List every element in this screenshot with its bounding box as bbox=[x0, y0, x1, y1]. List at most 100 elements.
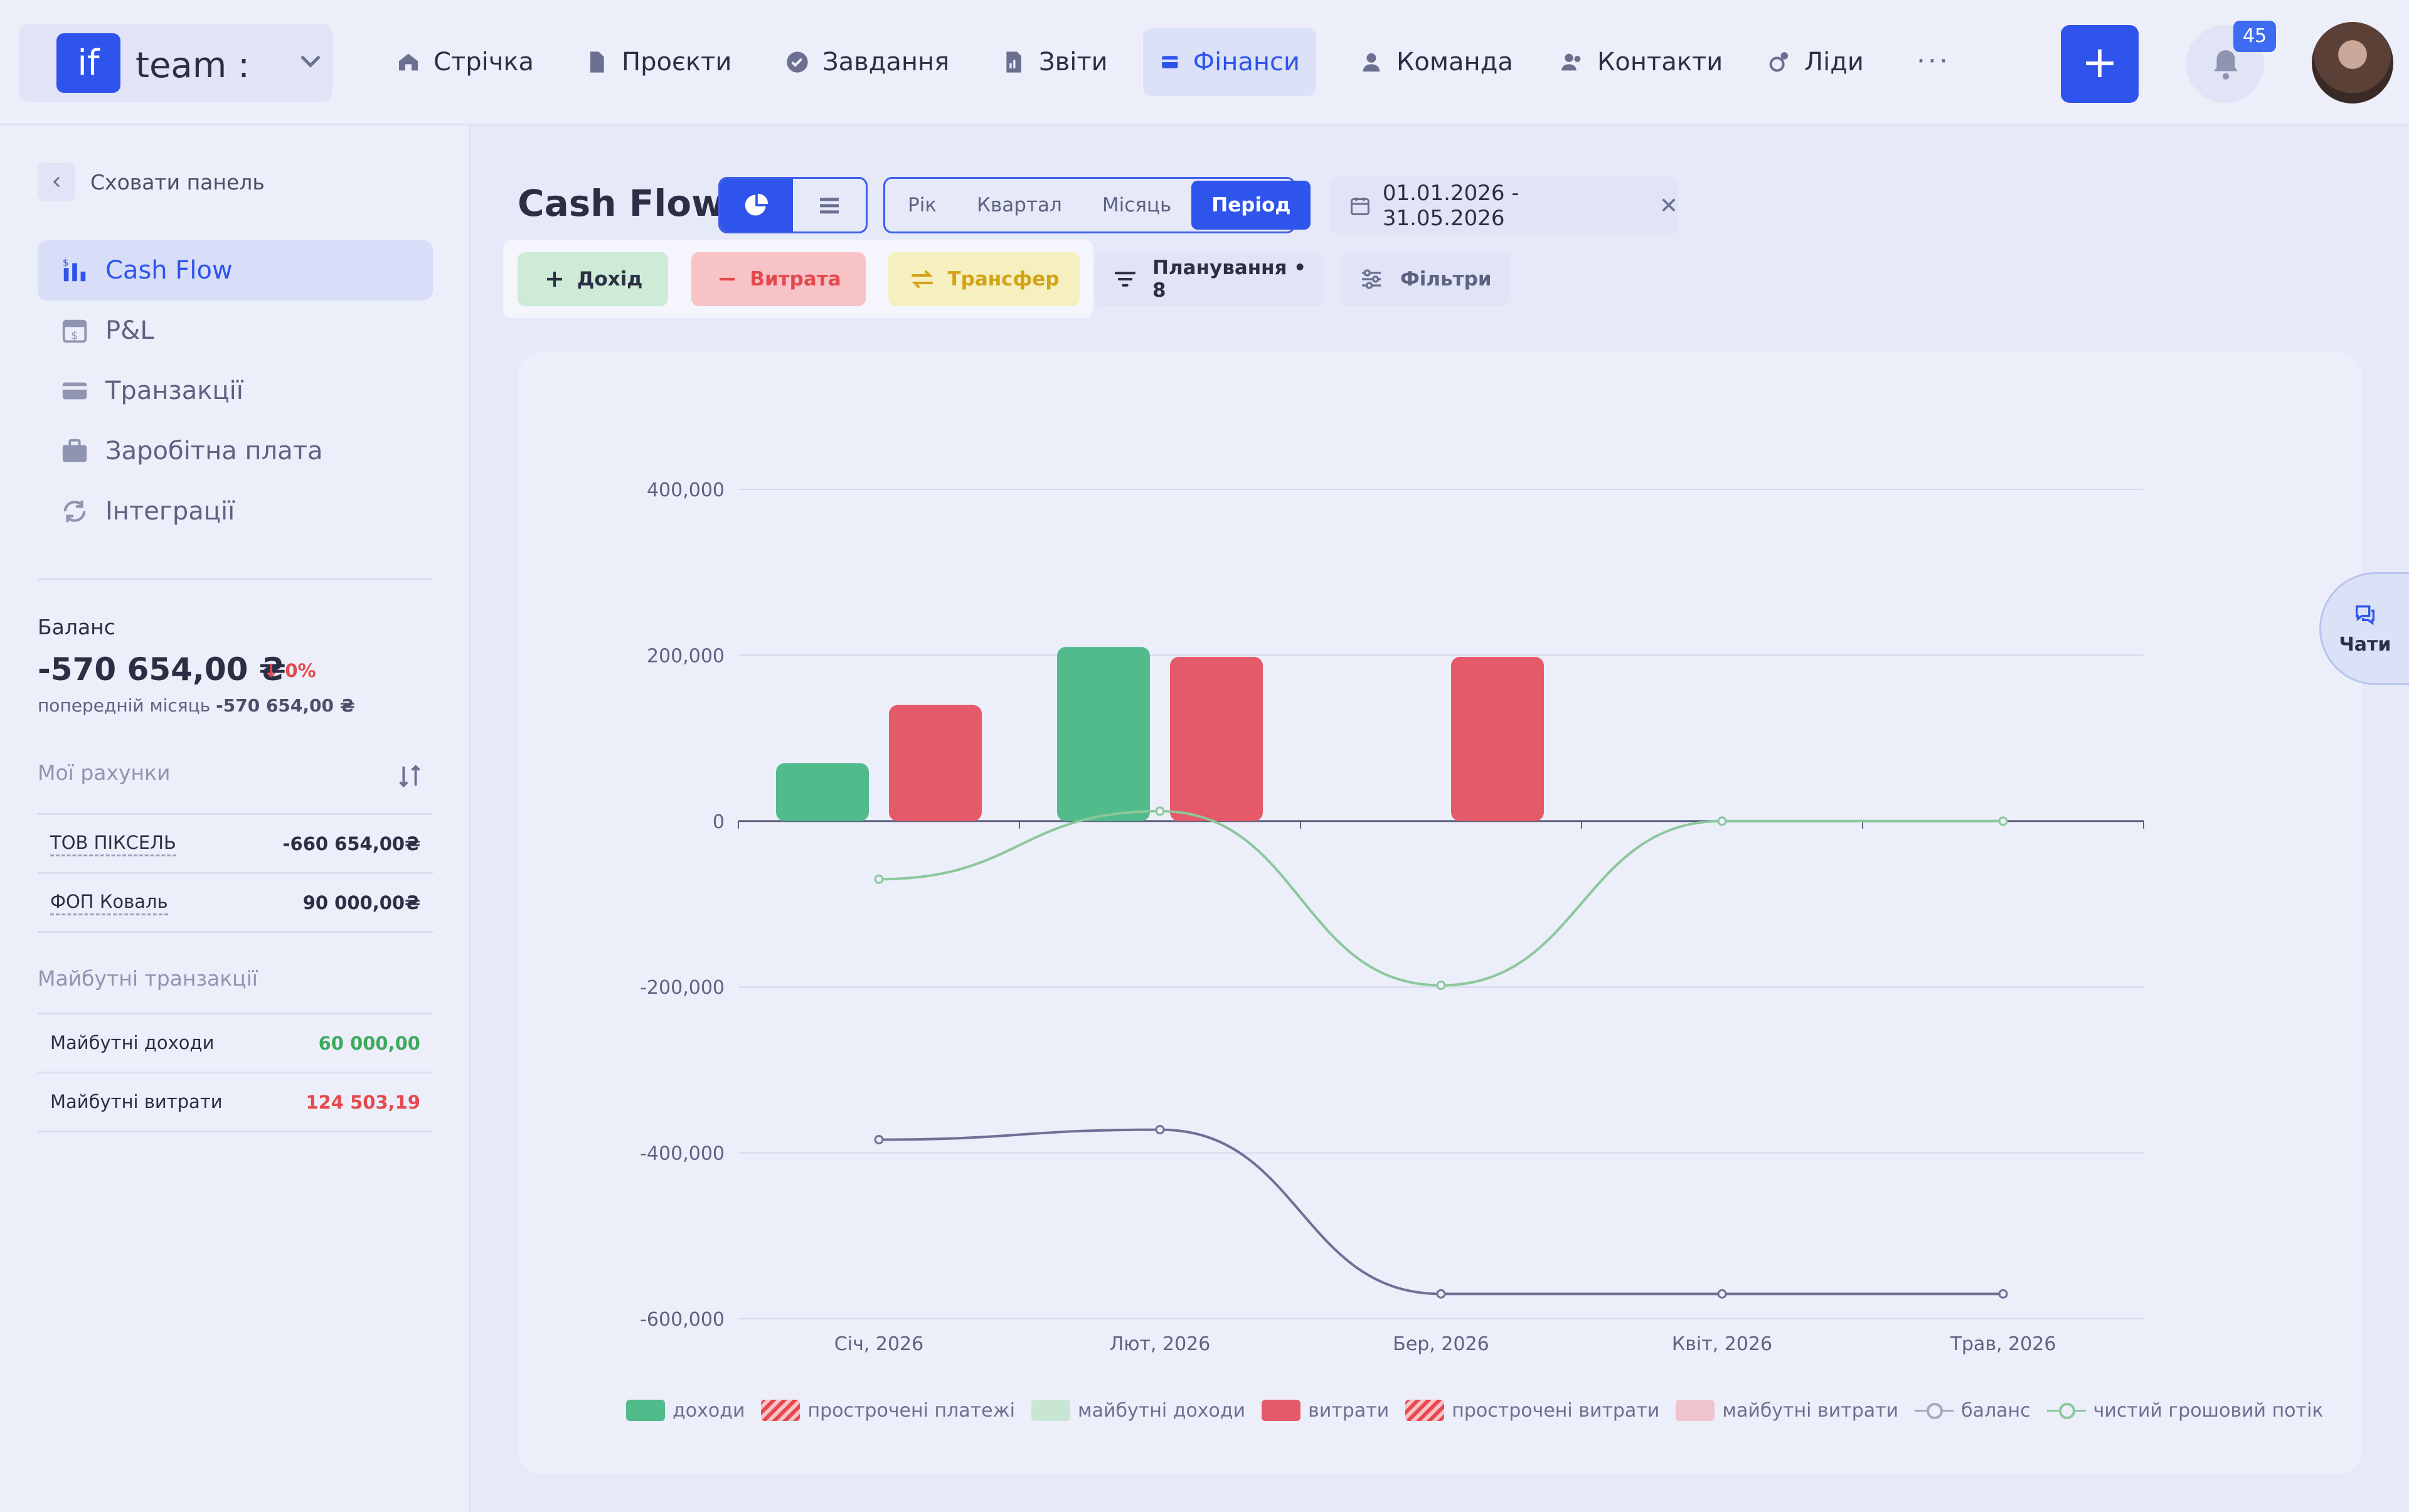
chart-view-button[interactable] bbox=[720, 179, 793, 232]
x-tick-label: Квіт, 2026 bbox=[1672, 1333, 1772, 1355]
legend-line bbox=[2046, 1400, 2086, 1421]
check-circle-icon bbox=[787, 51, 808, 73]
calendar-dollar-icon: $ bbox=[62, 319, 87, 343]
net-cash-flow-line bbox=[878, 809, 2003, 987]
users-icon bbox=[1561, 53, 1581, 71]
sidebar-item-integrations[interactable]: Інтеграції bbox=[38, 481, 433, 541]
y-tick-label: -600,000 bbox=[640, 1309, 725, 1331]
legend-item-overdue-payments[interactable]: прострочені платежі bbox=[761, 1400, 1015, 1422]
nav-item-tasks[interactable]: Завдання bbox=[768, 28, 965, 96]
user-avatar[interactable] bbox=[2312, 22, 2393, 104]
balance-value: -570 654,00 ₴ bbox=[38, 651, 286, 688]
legend-swatch bbox=[761, 1400, 800, 1421]
legend-swatch bbox=[1262, 1400, 1301, 1421]
nav-item-finance[interactable]: Фінанси bbox=[1143, 28, 1316, 96]
add-transfer-button[interactable]: Трансфер bbox=[888, 252, 1080, 306]
account-row[interactable]: ТОВ ПІКСЕЛЬ -660 654,00₴ bbox=[50, 816, 420, 872]
legend-item-future-income[interactable]: майбутні доходи bbox=[1031, 1400, 1245, 1422]
add-income-button[interactable]: Дохід bbox=[518, 252, 668, 306]
expense-bar bbox=[1170, 657, 1263, 821]
x-tick-label: Лют, 2026 bbox=[1110, 1333, 1211, 1355]
account-name: ФОП Коваль bbox=[50, 891, 168, 915]
x-tick-label: Січ, 2026 bbox=[834, 1333, 923, 1355]
list-view-button[interactable] bbox=[793, 179, 866, 232]
legend-item-net-cash-flow[interactable]: чистий грошовий потік bbox=[2046, 1400, 2323, 1422]
tab-quarter[interactable]: Квартал bbox=[977, 194, 1062, 216]
y-tick-label: 400,000 bbox=[647, 479, 725, 501]
transfer-icon bbox=[912, 270, 933, 288]
balance-change: ↓ 0% bbox=[263, 660, 316, 681]
planning-filter-button[interactable]: Планування • 8 bbox=[1095, 252, 1324, 306]
legend-item-income[interactable]: доходи bbox=[626, 1400, 745, 1422]
y-tick-label: 200,000 bbox=[647, 645, 725, 667]
finance-sidebar: Сховати панель $ Cash Flow $ P&L Транзак… bbox=[0, 125, 471, 1512]
x-tick-label: Бер, 2026 bbox=[1393, 1333, 1489, 1355]
net-cash-flow-line-point bbox=[1717, 816, 1727, 826]
row-divider bbox=[38, 872, 433, 874]
legend-item-overdue-expenses[interactable]: прострочені витрати bbox=[1405, 1400, 1659, 1422]
expense-bar bbox=[1451, 657, 1544, 821]
create-new-button[interactable]: + bbox=[2061, 25, 2139, 103]
sidebar-item-salary[interactable]: Заробітна плата bbox=[38, 421, 433, 481]
legend-swatch bbox=[1031, 1400, 1070, 1421]
accounts-title: Мої рахунки bbox=[38, 760, 171, 785]
sidebar-item-pnl[interactable]: $ P&L bbox=[38, 301, 433, 361]
balance-line-point bbox=[1436, 1289, 1446, 1299]
filter-lines-icon bbox=[1114, 272, 1136, 287]
sort-icon[interactable] bbox=[395, 762, 424, 791]
row-divider bbox=[38, 931, 433, 933]
future-transactions-title: Майбутні транзакції bbox=[38, 966, 258, 991]
notifications-count-badge: 45 bbox=[2233, 21, 2276, 52]
legend-item-expenses[interactable]: витрати bbox=[1262, 1400, 1389, 1422]
account-balance: 90 000,00₴ bbox=[302, 892, 420, 913]
future-expense-value: 124 503,19 bbox=[306, 1092, 420, 1113]
y-tick-label: 0 bbox=[713, 811, 725, 833]
workspace-switcher[interactable]: if team : bbox=[19, 24, 332, 102]
legend-swatch bbox=[1405, 1400, 1445, 1421]
sidebar-item-cash-flow[interactable]: $ Cash Flow bbox=[38, 240, 433, 301]
legend-swatch bbox=[626, 1400, 665, 1421]
arrow-down-icon: ↓ bbox=[263, 660, 285, 681]
sidebar-divider bbox=[38, 578, 433, 580]
filters-button[interactable]: Фільтри bbox=[1340, 252, 1509, 306]
tab-period[interactable]: Період bbox=[1191, 181, 1311, 230]
cash-flow-chart-card bbox=[518, 351, 2362, 1474]
workspace-logo: if bbox=[56, 33, 120, 93]
sidebar-item-transactions[interactable]: Транзакції bbox=[38, 361, 433, 421]
nav-item-feed[interactable]: Стрічка bbox=[380, 28, 550, 96]
page-title: Cash Flow bbox=[518, 182, 725, 225]
nav-item-team[interactable]: Команда bbox=[1343, 28, 1529, 96]
row-divider bbox=[38, 1072, 433, 1073]
legend-swatch bbox=[1676, 1400, 1715, 1421]
svg-text:$: $ bbox=[71, 329, 78, 342]
legend-item-balance[interactable]: баланс bbox=[1915, 1400, 2031, 1422]
nav-item-leads[interactable]: Ліди bbox=[1750, 28, 1880, 96]
y-tick-label: -200,000 bbox=[640, 977, 725, 999]
account-row[interactable]: ФОП Коваль 90 000,00₴ bbox=[50, 875, 420, 931]
date-range-picker[interactable]: 01.01.2026 - 31.05.2026 ✕ bbox=[1330, 177, 1678, 235]
add-expense-button[interactable]: Витрата bbox=[691, 252, 866, 306]
cash-flow-chart: 400,000 200,000 0 -200,000 -400,000 -600,000 С… bbox=[640, 479, 2144, 1355]
nav-item-projects[interactable]: Проєкти bbox=[568, 28, 748, 96]
tab-year[interactable]: Рік bbox=[908, 194, 937, 216]
lead-icon bbox=[1769, 52, 1789, 72]
tab-month[interactable]: Місяць bbox=[1102, 194, 1172, 216]
chats-button[interactable]: Чати bbox=[2319, 572, 2409, 685]
collapse-panel-button[interactable]: Сховати панель bbox=[38, 163, 265, 201]
nav-more-button[interactable]: ··· bbox=[1917, 45, 1950, 77]
pie-chart-icon bbox=[745, 193, 768, 216]
net-cash-flow-line-point bbox=[1436, 981, 1446, 991]
workspace-name: team : bbox=[136, 45, 250, 86]
cashflow-icon: $ bbox=[63, 257, 86, 282]
chart-legend: доходи прострочені платежі майбутні дохо… bbox=[626, 1396, 2323, 1425]
clear-date-icon[interactable]: ✕ bbox=[1659, 193, 1678, 219]
nav-item-reports[interactable]: Звіти bbox=[985, 28, 1124, 96]
legend-item-future-expenses[interactable]: майбутні витрати bbox=[1676, 1400, 1898, 1422]
sync-icon bbox=[63, 500, 86, 523]
future-income-value: 60 000,00 bbox=[318, 1033, 420, 1054]
previous-month-balance: попередній місяць -570 654,00 ₴ bbox=[38, 695, 355, 716]
nav-item-contacts[interactable]: Контакти bbox=[1543, 28, 1739, 96]
row-divider bbox=[38, 1131, 433, 1132]
period-tabs: Рік Квартал Місяць Період bbox=[883, 177, 1311, 233]
chevron-down-icon bbox=[301, 56, 320, 68]
